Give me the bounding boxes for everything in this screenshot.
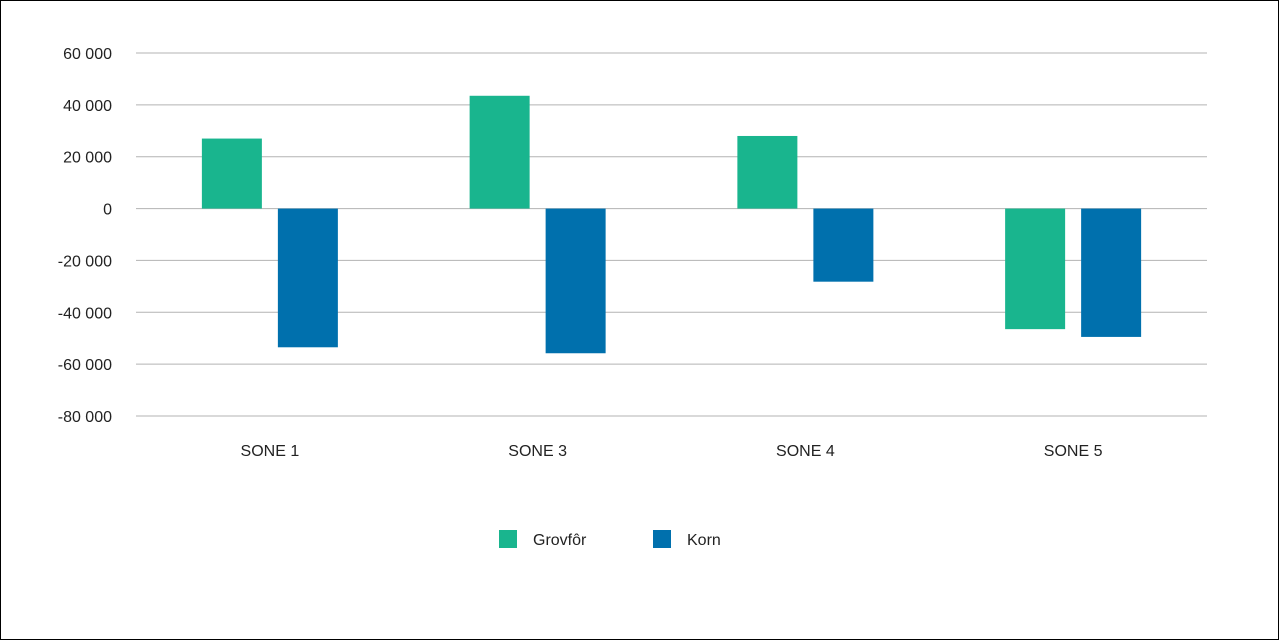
bar-korn-sone-1 xyxy=(277,208,338,348)
x-category-label: SONE 1 xyxy=(241,443,300,460)
x-category-label: SONE 3 xyxy=(508,443,567,460)
x-category-label: SONE 4 xyxy=(776,443,835,460)
bars xyxy=(201,95,1142,354)
y-axis-tick-labels: 60 000 40 000 20 000 0 -20 000 -40 000 -60 000… xyxy=(58,46,112,426)
bar-grovfor-sone-3 xyxy=(469,95,530,209)
y-tick-label: -20 000 xyxy=(58,253,112,270)
legend-swatch-grovfor xyxy=(499,530,517,548)
x-category-label: SONE 5 xyxy=(1044,443,1103,460)
y-tick-label: 60 000 xyxy=(63,46,112,63)
y-tick-label: 40 000 xyxy=(63,98,112,115)
legend-label-korn: Korn xyxy=(687,532,721,549)
y-tick-label: -80 000 xyxy=(58,409,112,426)
bar-grovfor-sone-4 xyxy=(737,135,798,209)
y-tick-label: -60 000 xyxy=(58,357,112,374)
legend-label-grovfor: Grovfôr xyxy=(533,532,587,549)
x-axis-category-labels: SONE 1 SONE 3 SONE 4 SONE 5 xyxy=(241,443,1103,460)
bar-chart: 60 000 40 000 20 000 0 -20 000 -40 000 -60 000… xyxy=(58,46,1207,549)
y-tick-label: 20 000 xyxy=(63,150,112,167)
bar-grovfor-sone-1 xyxy=(201,138,262,209)
bar-korn-sone-3 xyxy=(545,208,606,354)
bar-korn-sone-4 xyxy=(813,208,874,282)
y-tick-label: -40 000 xyxy=(58,305,112,322)
legend-swatch-korn xyxy=(653,530,671,548)
y-tick-label: 0 xyxy=(103,202,112,219)
bar-grovfor-sone-5 xyxy=(1005,208,1066,330)
legend: Grovfôr Korn xyxy=(499,530,721,549)
bar-korn-sone-5 xyxy=(1081,208,1142,337)
